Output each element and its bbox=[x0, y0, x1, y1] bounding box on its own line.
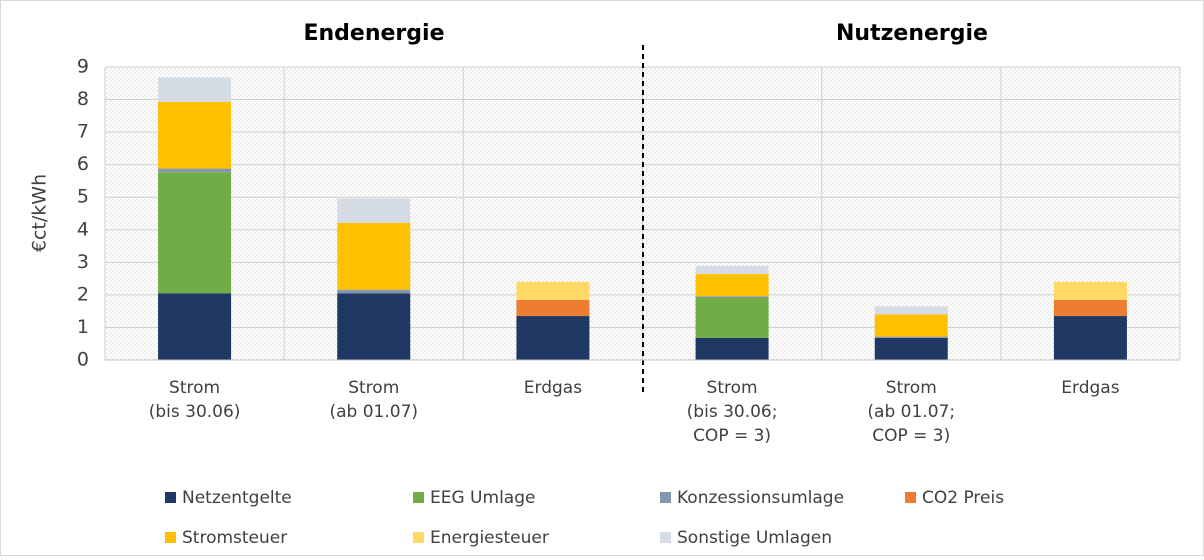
bar-segment bbox=[516, 316, 590, 360]
bar-segment bbox=[337, 289, 411, 294]
x-tick-label: (bis 30.06) bbox=[149, 402, 241, 422]
x-tick-label: COP = 3) bbox=[693, 426, 771, 446]
x-tick-label: Strom bbox=[348, 378, 399, 398]
x-tick-label: Strom bbox=[886, 378, 937, 398]
legend-label: Stromsteuer bbox=[182, 528, 287, 548]
bar-segment bbox=[337, 293, 411, 360]
y-tick-label: 6 bbox=[77, 153, 89, 175]
y-tick-label: 4 bbox=[77, 218, 89, 240]
x-tick-label: (ab 01.07; bbox=[867, 402, 955, 422]
legend-swatch bbox=[413, 532, 424, 543]
x-tick-label: (ab 01.07) bbox=[329, 402, 418, 422]
bar-segment bbox=[1053, 299, 1127, 317]
bar-segment bbox=[695, 337, 769, 360]
legend-label: Netzentgelte bbox=[182, 488, 292, 508]
bar-segment bbox=[695, 296, 769, 298]
x-tick-label: Strom bbox=[169, 378, 220, 398]
bar-segment bbox=[337, 198, 411, 223]
legend-label: CO2 Preis bbox=[922, 488, 1004, 508]
y-tick-label: 3 bbox=[77, 251, 89, 273]
bar-segment bbox=[874, 337, 948, 360]
legend-swatch bbox=[413, 492, 424, 503]
y-tick-label: 0 bbox=[77, 349, 89, 371]
x-tick-label: COP = 3) bbox=[872, 426, 950, 446]
bar-segment bbox=[516, 299, 590, 317]
bar-segment bbox=[695, 297, 769, 338]
x-tick-label: Erdgas bbox=[1061, 378, 1119, 398]
group-title: Endenergie bbox=[303, 21, 444, 46]
x-tick-label: Erdgas bbox=[524, 378, 582, 398]
x-tick-label: Strom bbox=[707, 378, 758, 398]
y-tick-label: 2 bbox=[77, 283, 89, 305]
y-tick-label: 8 bbox=[77, 88, 89, 110]
y-axis-label: €ct/kWh bbox=[29, 174, 51, 252]
legend-label: Konzessionsumlage bbox=[677, 488, 844, 508]
bar-segment bbox=[158, 101, 232, 169]
legend-swatch bbox=[660, 532, 671, 543]
y-tick-label: 9 bbox=[77, 56, 89, 78]
bar-segment bbox=[516, 281, 590, 300]
bar-segment bbox=[158, 293, 232, 360]
bar-segment bbox=[158, 168, 232, 173]
bar-segment bbox=[874, 336, 948, 338]
y-tick-label: 5 bbox=[77, 186, 89, 208]
legend-label: Energiesteuer bbox=[430, 528, 549, 548]
legend-swatch bbox=[165, 532, 176, 543]
bar-segment bbox=[1053, 316, 1127, 360]
y-tick-label: 1 bbox=[77, 316, 89, 338]
y-tick-label: 7 bbox=[77, 121, 89, 143]
x-tick-label: (bis 30.06; bbox=[687, 402, 778, 422]
legend-swatch bbox=[660, 492, 671, 503]
legend-label: Sonstige Umlagen bbox=[677, 528, 832, 548]
legend-swatch bbox=[165, 492, 176, 503]
bar-segment bbox=[158, 77, 232, 102]
bar-segment bbox=[874, 314, 948, 337]
bar-segment bbox=[337, 222, 411, 290]
bar-segment bbox=[1053, 281, 1127, 300]
legend-label: EEG Umlage bbox=[430, 488, 535, 508]
bar-segment bbox=[695, 274, 769, 297]
bar-segment bbox=[874, 306, 948, 315]
bar-segment bbox=[695, 265, 769, 275]
legend-swatch bbox=[905, 492, 916, 503]
group-title: Nutzenergie bbox=[836, 21, 988, 46]
bar-segment bbox=[158, 172, 232, 294]
